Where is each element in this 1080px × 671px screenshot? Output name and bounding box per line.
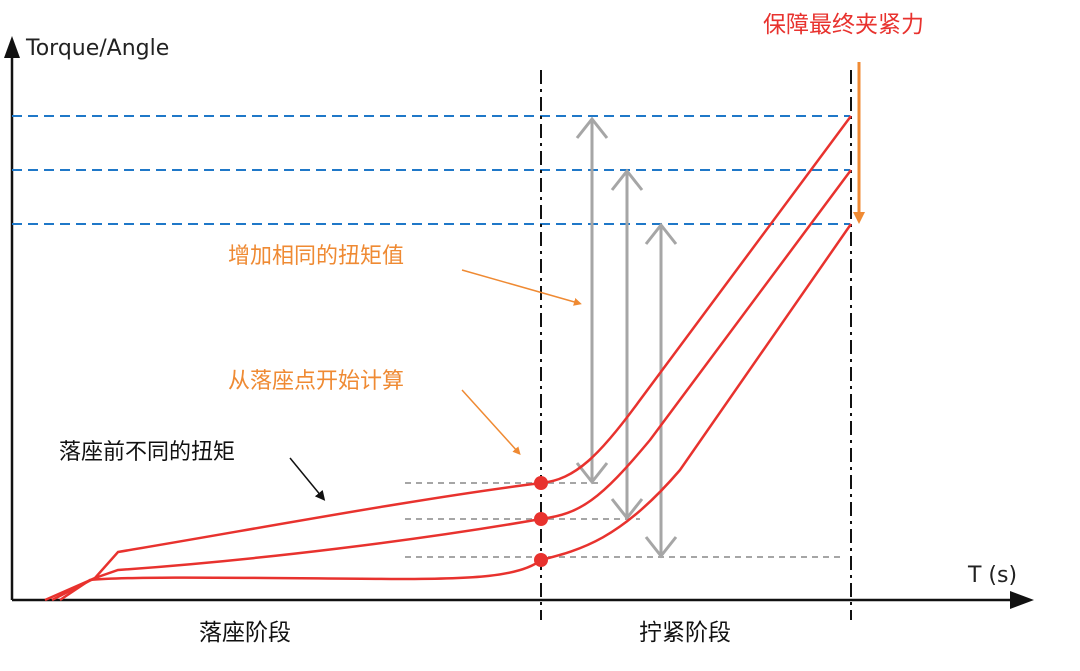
clamp-force-label: 保障最终夹紧力 — [763, 12, 924, 38]
seat-point-label: 从落座点开始计算 — [228, 369, 405, 394]
torque-increase-arrow-1 — [575, 116, 609, 485]
same-torque-pointer — [461, 269, 582, 306]
y-axis-arrow-icon — [4, 36, 20, 58]
same-torque-label: 增加相同的扭矩值 — [228, 244, 405, 269]
x-axis-arrow-icon — [1010, 591, 1034, 609]
different-torque-pointer — [289, 457, 326, 501]
curve-low — [59, 223, 853, 602]
curve-high — [44, 115, 853, 602]
seat-point-mid — [534, 512, 548, 526]
torque-increase-arrow-3 — [644, 222, 678, 559]
seat-point-low — [534, 553, 548, 567]
seat-point-pointer — [461, 389, 521, 455]
phase-label-tightening: 拧紧阶段 — [639, 620, 731, 646]
y-axis-label: Torque/Angle — [26, 36, 170, 61]
different-torque-label: 落座前不同的扭矩 — [59, 440, 236, 465]
torque-increase-arrow-2 — [610, 168, 644, 521]
seat-point-high — [534, 476, 548, 490]
phase-label-seating: 落座阶段 — [199, 620, 291, 646]
x-axis-label: T (s) — [968, 563, 1018, 588]
curve-mid — [51, 169, 853, 602]
